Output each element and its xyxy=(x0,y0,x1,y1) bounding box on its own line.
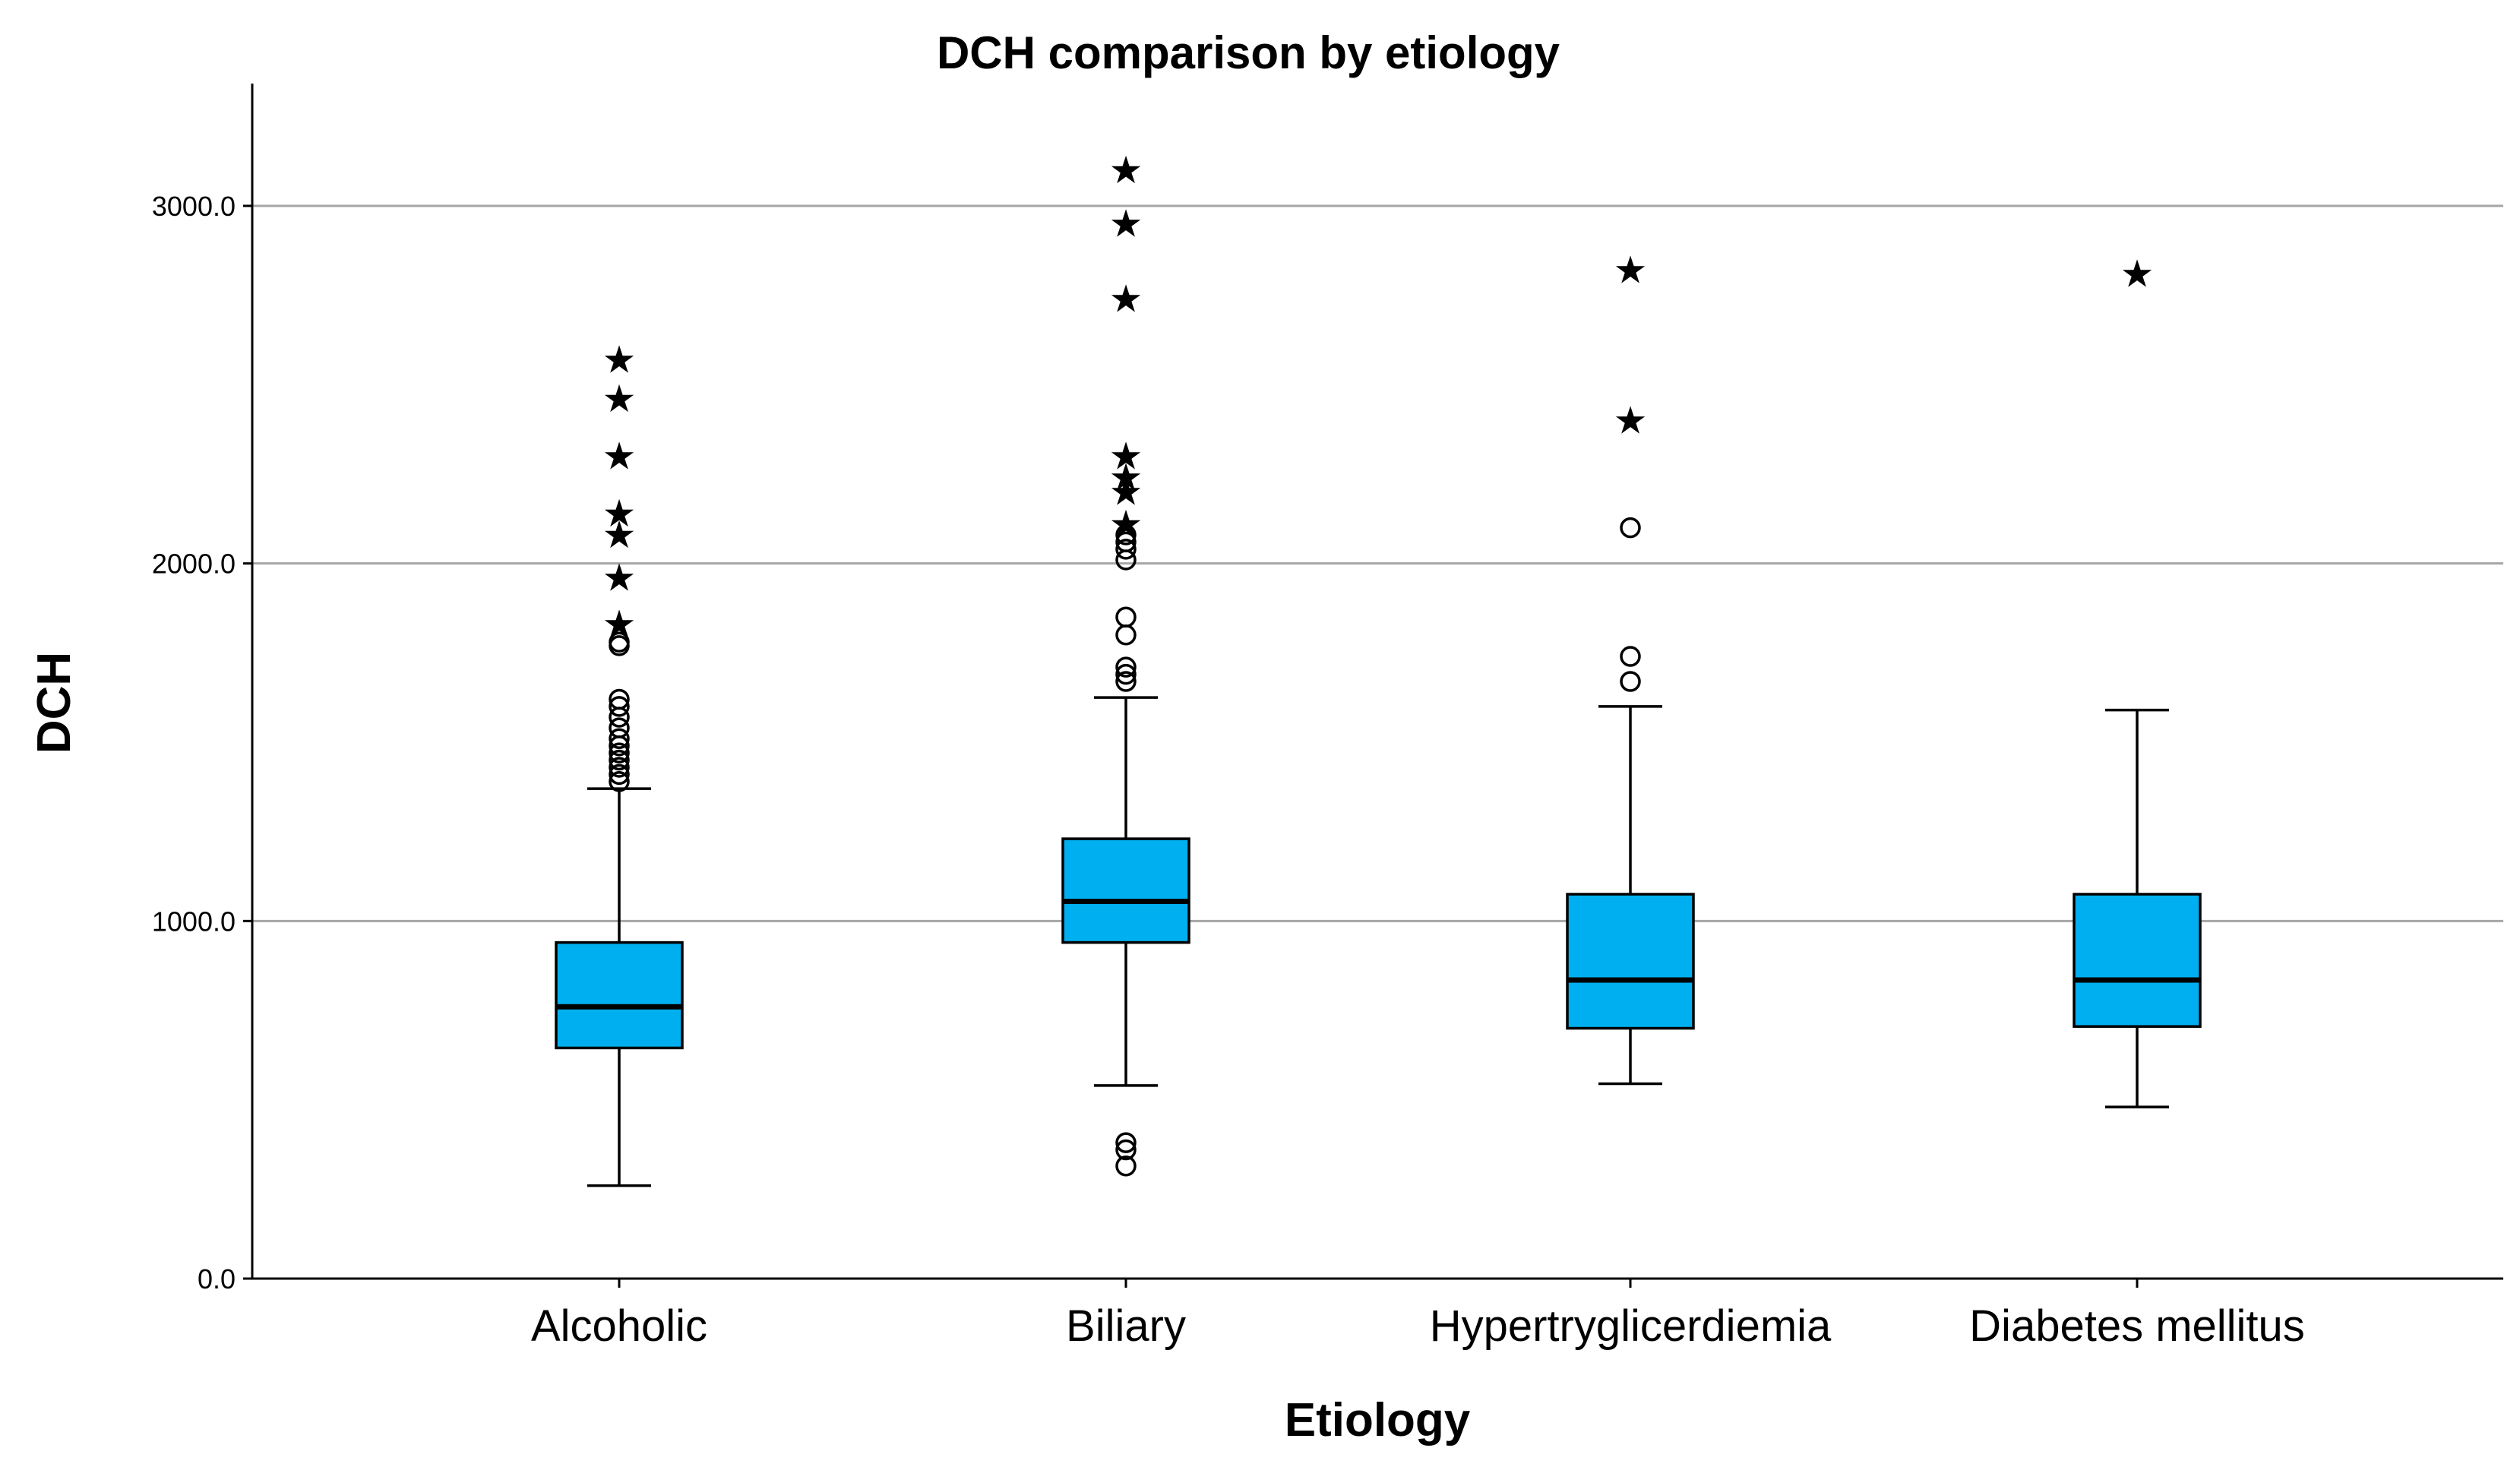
outlier-star: ★ xyxy=(602,602,637,647)
outlier-circle xyxy=(609,688,630,710)
outlier-circle xyxy=(1115,539,1137,560)
outlier-star: ★ xyxy=(602,513,637,557)
y-axis-ticks: 0.0 1000.0 2000.0 3000.0 xyxy=(152,191,252,1295)
boxes: ★★★★★★★★★★★★★★★★ ★ xyxy=(555,148,2202,1187)
outlier-circle xyxy=(609,631,630,653)
outlier-star: ★ xyxy=(1614,248,1648,292)
outlier-circle xyxy=(1115,524,1137,545)
outlier-circle xyxy=(609,764,630,786)
outlier-circle xyxy=(1115,663,1137,685)
outlier-star: ★ xyxy=(602,337,637,381)
y-axis-title: DCH xyxy=(28,652,81,754)
outlier-circle xyxy=(1620,671,1641,692)
outlier-circle xyxy=(1620,517,1641,539)
iqr-box xyxy=(555,941,684,1050)
outlier-circle xyxy=(609,728,630,750)
iqr-box xyxy=(2073,893,2202,1028)
outlier-star: ★ xyxy=(602,555,637,599)
x-axis-ticks: Alcoholic Biliary Hypertryglicerdiemia Diab… xyxy=(531,1279,2305,1351)
box-group-hypertryglicerdiemia: ★★ xyxy=(1566,248,1695,1086)
chart-title: DCH comparison by etiology xyxy=(937,27,1560,78)
outlier-circle xyxy=(1115,624,1137,646)
outlier-circle xyxy=(1115,549,1137,571)
outlier-star: ★ xyxy=(1614,398,1648,442)
outlier-star: ★ xyxy=(1109,202,1143,246)
y-tick-label: 3000.0 xyxy=(152,191,236,222)
outlier-star: ★ xyxy=(602,377,637,421)
outlier-circle xyxy=(609,757,630,778)
outlier-star: ★ xyxy=(2120,251,2155,296)
box-group-alcoholic: ★★★★★★★ xyxy=(555,337,684,1187)
x-tick-label: Biliary xyxy=(1066,1301,1186,1351)
outlier-circle xyxy=(609,742,630,764)
y-tick-label: 0.0 xyxy=(198,1263,236,1295)
outlier-circle xyxy=(609,696,630,717)
x-tick-label: Hypertryglicerdiemia xyxy=(1430,1301,1832,1351)
outlier-star: ★ xyxy=(1109,502,1143,546)
outlier-star: ★ xyxy=(1109,456,1143,500)
outlier-circle xyxy=(1115,671,1137,692)
outlier-star: ★ xyxy=(1109,148,1143,192)
outlier-star: ★ xyxy=(1109,434,1143,478)
x-tick-label: Alcoholic xyxy=(531,1301,707,1351)
outlier-star: ★ xyxy=(602,492,637,536)
outlier-circle xyxy=(1115,606,1137,628)
outlier-circle xyxy=(1115,656,1137,678)
outlier-star: ★ xyxy=(1109,470,1143,514)
outlier-star: ★ xyxy=(1109,277,1143,321)
outlier-circle xyxy=(1115,1139,1137,1161)
x-axis-title: Etiology xyxy=(1285,1394,1471,1446)
y-tick-label: 1000.0 xyxy=(152,906,236,937)
outlier-circle xyxy=(609,707,630,728)
outlier-circle xyxy=(1620,646,1641,667)
iqr-box xyxy=(1061,837,1190,944)
outlier-circle xyxy=(1115,531,1137,553)
iqr-box xyxy=(1566,893,1695,1030)
outlier-star: ★ xyxy=(602,434,637,478)
y-tick-label: 2000.0 xyxy=(152,549,236,580)
outlier-circle xyxy=(1115,1132,1137,1153)
outlier-circle xyxy=(609,749,630,771)
outlier-circle xyxy=(609,717,630,738)
outlier-circle xyxy=(1115,1155,1137,1177)
box-group-biliary: ★★★★★★★ xyxy=(1061,148,1190,1177)
box-group-diabetes-mellitus: ★ xyxy=(2073,251,2202,1108)
x-tick-label: Diabetes mellitus xyxy=(1969,1301,2305,1351)
outlier-circle xyxy=(609,771,630,792)
gridlines xyxy=(252,204,2503,922)
